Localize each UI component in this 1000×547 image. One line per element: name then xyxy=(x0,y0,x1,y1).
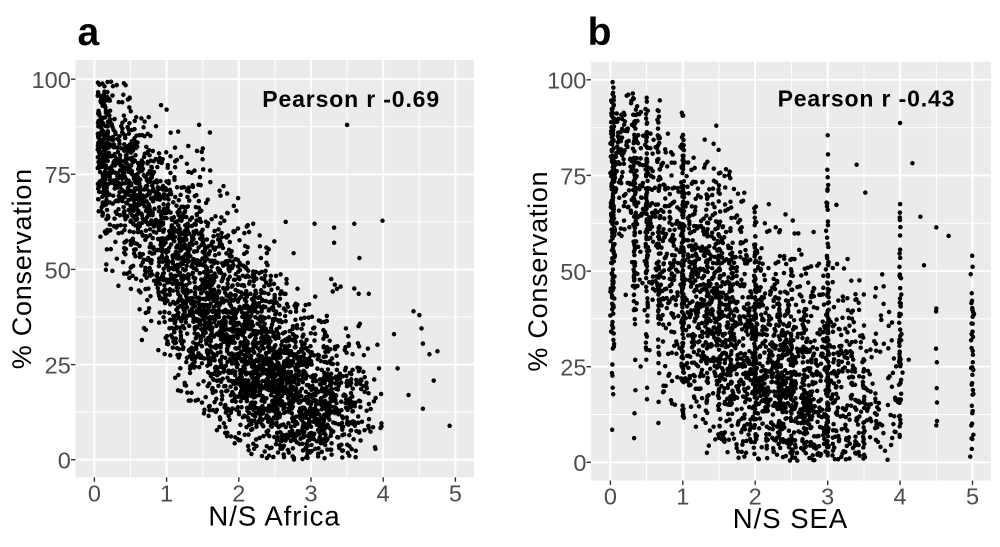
svg-text:4: 4 xyxy=(894,483,907,509)
svg-text:50: 50 xyxy=(560,259,586,285)
svg-text:25: 25 xyxy=(560,355,586,381)
svg-text:Pearson r -0.69: Pearson r -0.69 xyxy=(262,86,440,112)
svg-text:Pearson r -0.43: Pearson r -0.43 xyxy=(778,86,956,112)
svg-text:100: 100 xyxy=(547,68,586,94)
svg-text:N/S SEA: N/S SEA xyxy=(733,503,849,534)
svg-text:100: 100 xyxy=(32,67,71,93)
svg-text:0: 0 xyxy=(573,450,586,476)
svg-text:% Conservation: % Conservation xyxy=(7,168,37,369)
svg-text:25: 25 xyxy=(45,353,71,379)
svg-text:75: 75 xyxy=(560,163,586,189)
svg-text:1: 1 xyxy=(676,483,689,509)
svg-text:3: 3 xyxy=(304,481,317,507)
svg-text:1: 1 xyxy=(160,481,173,507)
svg-text:% Conservation: % Conservation xyxy=(523,171,553,372)
svg-text:a: a xyxy=(78,11,100,54)
svg-text:75: 75 xyxy=(45,162,71,188)
svg-text:0: 0 xyxy=(604,483,617,509)
svg-text:N/S Africa: N/S Africa xyxy=(208,500,340,531)
svg-text:0: 0 xyxy=(88,481,101,507)
svg-text:4: 4 xyxy=(377,481,390,507)
svg-text:2: 2 xyxy=(749,483,762,509)
svg-text:0: 0 xyxy=(58,448,71,474)
svg-text:2: 2 xyxy=(232,481,245,507)
svg-text:50: 50 xyxy=(45,257,71,283)
svg-text:3: 3 xyxy=(821,483,834,509)
svg-text:5: 5 xyxy=(449,481,462,507)
svg-text:5: 5 xyxy=(966,483,979,509)
svg-text:b: b xyxy=(588,11,612,54)
